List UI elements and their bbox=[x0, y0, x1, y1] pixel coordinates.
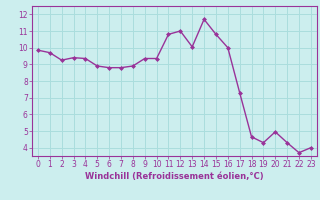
X-axis label: Windchill (Refroidissement éolien,°C): Windchill (Refroidissement éolien,°C) bbox=[85, 172, 264, 181]
